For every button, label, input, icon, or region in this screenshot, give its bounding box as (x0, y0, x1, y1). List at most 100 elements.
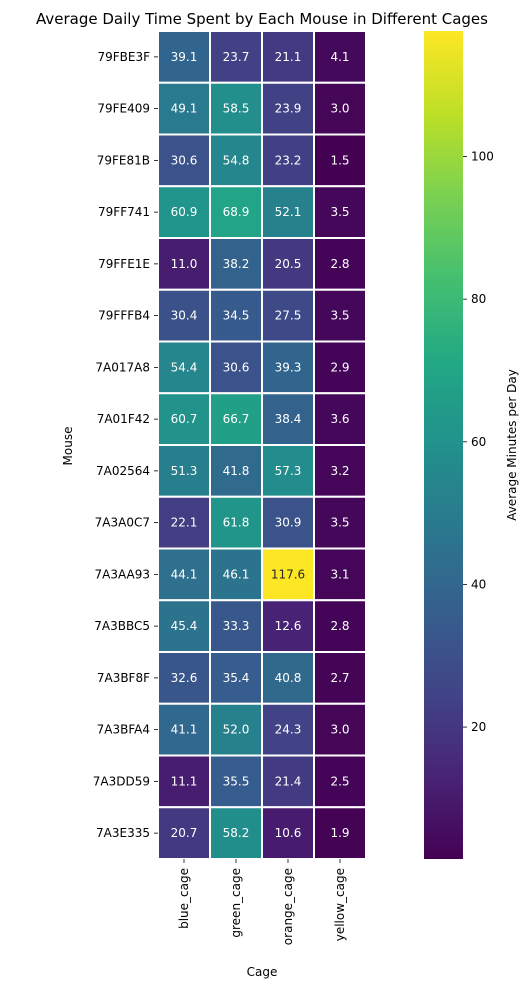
row-tick-label: 7A3E335 (96, 826, 150, 840)
cell-value-label: 35.4 (223, 671, 250, 685)
cell-value-label: 45.4 (171, 619, 198, 633)
heatmap-cell (313, 599, 367, 653)
cell-value-label: 30.6 (223, 360, 250, 374)
heatmap-cell (313, 237, 367, 291)
cell-value-label: 35.5 (223, 774, 250, 788)
row-tick-label: 7A3BBC5 (94, 619, 150, 633)
cell-value-label: 23.9 (275, 102, 302, 116)
row-tick-label: 7A3AA93 (95, 567, 151, 581)
colorbar-ticks: 20 40 60 80 100 (463, 150, 494, 734)
colorbar-tick-label: 40 (471, 577, 486, 591)
heatmap-cell (261, 702, 315, 757)
heatmap-cell (313, 185, 367, 239)
row-tick-label: 7A3BF8F (97, 671, 150, 685)
row-tick-label: 79FBE3F (97, 50, 150, 64)
cell-value-label: 3.5 (330, 516, 349, 530)
cell-value-label: 23.2 (275, 153, 302, 167)
heatmap-cell (313, 81, 367, 136)
heatmap-cell (313, 288, 367, 343)
row-tick-label: 7A3A0C7 (95, 516, 150, 530)
cell-value-label: 2.8 (330, 619, 349, 633)
heatmap-cell (157, 495, 211, 550)
cell-value-label: 2.5 (330, 774, 349, 788)
cell-value-label: 61.8 (223, 516, 250, 530)
column-tick-label: blue_cage (177, 868, 191, 929)
colorbar-tick-label: 20 (471, 720, 486, 734)
cell-value-label: 30.6 (171, 153, 198, 167)
heatmap-cell (313, 444, 367, 498)
row-tick-label: 7A01F42 (97, 412, 150, 426)
cell-value-label: 2.9 (330, 360, 349, 374)
heatmap-cell (157, 651, 211, 705)
chart-title: Average Daily Time Spent by Each Mouse i… (36, 10, 488, 28)
column-tick-label: orange_cage (281, 868, 295, 945)
cell-value-label: 3.0 (330, 723, 349, 737)
colorbar-tick-label: 100 (471, 150, 494, 164)
row-tick-label: 7A3BFA4 (97, 723, 150, 737)
cell-value-label: 54.4 (171, 360, 198, 374)
heatmap-cell (261, 288, 315, 343)
cell-value-label: 1.9 (330, 826, 349, 840)
cell-value-label: 10.6 (275, 826, 302, 840)
cell-value-label: 24.3 (275, 723, 302, 737)
heatmap-cell (261, 651, 315, 705)
colorbar-gradient (424, 31, 463, 859)
heatmap-cell (209, 288, 263, 343)
row-tick-label: 7A3DD59 (93, 774, 150, 788)
row-tick-labels: 79FBE3F 79FE409 79FE81B 79FF741 79FFE1E 79FFF… (93, 50, 158, 840)
cell-value-label: 3.2 (330, 464, 349, 478)
heatmap-cell (261, 392, 315, 446)
heatmap-cells: 39.1 23.7 21.1 4.1 49.1 58.5 23.9 3.0 30.6 54.8 23… (157, 30, 367, 860)
heatmap-cell (313, 30, 367, 84)
heatmap-cell (157, 392, 211, 446)
cell-value-label: 41.8 (223, 464, 250, 478)
cell-value-label: 22.1 (171, 516, 198, 530)
row-tick-label: 79FE409 (97, 102, 150, 116)
row-tick-label: 79FFFB4 (98, 309, 150, 323)
cell-value-label: 27.5 (275, 309, 302, 323)
heatmap-cell (313, 133, 367, 188)
cell-value-label: 3.5 (330, 205, 349, 219)
colorbar: 20 40 60 80 100 Average Minutes per Day (424, 31, 519, 859)
cell-value-label: 30.9 (275, 516, 302, 530)
cell-value-label: 39.1 (171, 50, 198, 64)
cell-value-label: 3.5 (330, 309, 349, 323)
cell-value-label: 46.1 (223, 567, 250, 581)
cell-value-label: 44.1 (171, 567, 198, 581)
colorbar-label: Average Minutes per Day (505, 369, 519, 521)
heatmap-cell (157, 599, 211, 653)
heatmap-cell (209, 133, 263, 188)
cell-value-label: 49.1 (171, 102, 198, 116)
cell-value-label: 41.1 (171, 723, 198, 737)
cell-value-label: 68.9 (223, 205, 250, 219)
cell-value-label: 2.7 (330, 671, 349, 685)
heatmap-cell (157, 806, 211, 860)
cell-value-label: 3.0 (330, 102, 349, 116)
row-tick-label: 79FFE1E (98, 257, 150, 271)
heatmap-cell (313, 702, 367, 757)
heatmap-cell (209, 185, 263, 239)
cell-value-label: 34.5 (223, 309, 250, 323)
cell-value-label: 51.3 (171, 464, 198, 478)
column-tick-label: green_cage (229, 868, 243, 938)
x-axis-label: Cage (247, 965, 278, 979)
cell-value-label: 38.2 (223, 257, 250, 271)
cell-value-label: 58.2 (223, 826, 250, 840)
cell-value-label: 20.7 (171, 826, 198, 840)
heatmap-cell (209, 651, 263, 705)
cell-value-label: 1.5 (330, 153, 349, 167)
cell-value-label: 38.4 (275, 412, 302, 426)
cell-value-label: 11.0 (171, 257, 198, 271)
heatmap-cell (209, 547, 263, 602)
cell-value-label: 58.5 (223, 102, 250, 116)
cell-value-label: 21.4 (275, 774, 302, 788)
cell-value-label: 30.4 (171, 309, 198, 323)
y-axis-label: Mouse (61, 427, 75, 466)
heatmap-cell (261, 340, 315, 395)
row-tick-label: 7A017A8 (95, 360, 150, 374)
heatmap-cell (209, 599, 263, 653)
cell-value-label: 3.6 (330, 412, 349, 426)
cell-value-label: 54.8 (223, 153, 250, 167)
column-tick-labels: blue_cage green_cage orange_cage yellow_cag… (177, 859, 347, 945)
cell-value-label: 23.7 (223, 50, 250, 64)
